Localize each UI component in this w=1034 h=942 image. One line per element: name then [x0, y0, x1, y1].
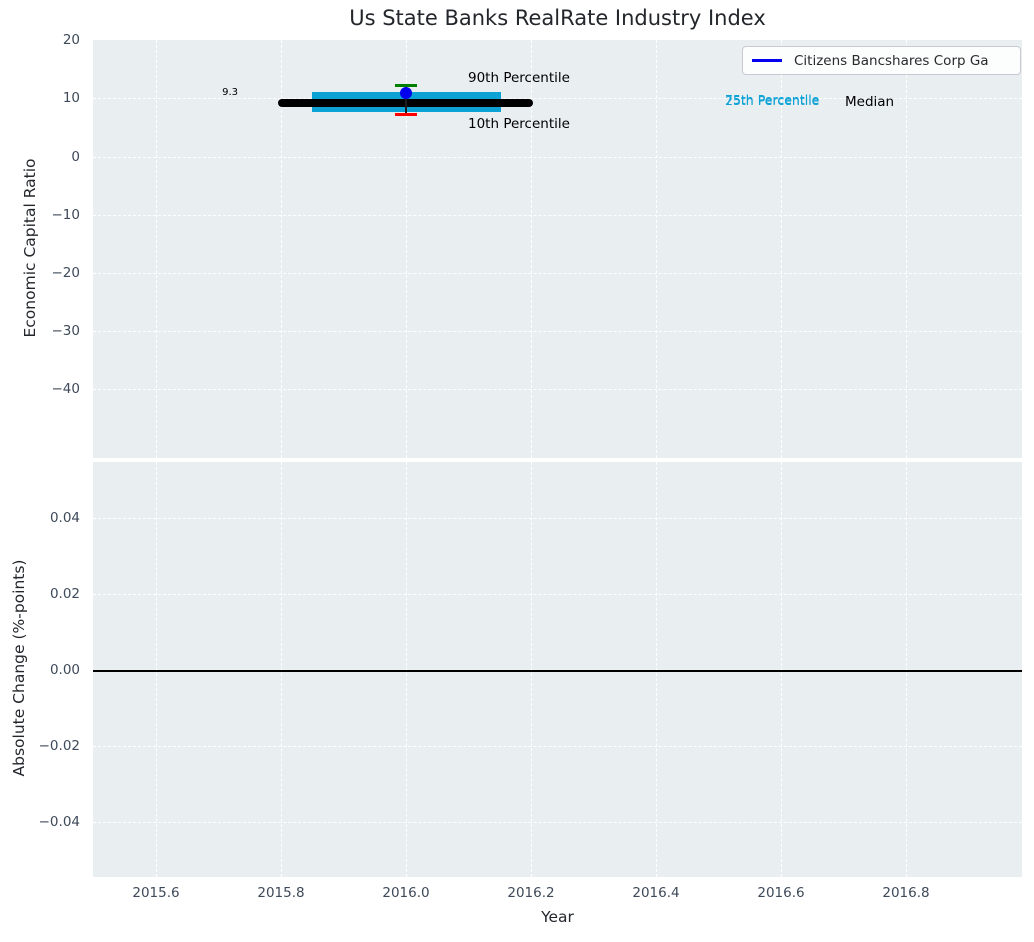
x-tick-label: 2016.4	[632, 885, 680, 901]
x-tick-label: 2016.8	[882, 885, 930, 901]
p90-tick-marker	[395, 84, 417, 87]
y-tick-label: 0.00	[49, 662, 80, 678]
gridline-horizontal	[93, 518, 1022, 519]
gridline-horizontal	[93, 594, 1022, 595]
p25-annotation: 25th Percentile	[725, 93, 820, 108]
gridline-vertical	[281, 40, 282, 458]
y-tick-label: −10	[51, 207, 81, 223]
gridline-vertical	[656, 462, 657, 877]
p75-annotation: 75th Percentile	[725, 92, 820, 107]
y-tick-label: −0.02	[38, 738, 80, 754]
percentile-whisker-line	[405, 86, 407, 113]
legend-line-swatch	[752, 59, 782, 62]
company-data-point	[400, 87, 412, 99]
chart-title: Us State Banks RealRate Industry Index	[349, 6, 766, 30]
top-subplot: 9.3 90th Percentile 10th Percentile 75th…	[93, 40, 1022, 458]
gridline-horizontal	[93, 98, 1022, 99]
y-tick-label: 10	[62, 90, 80, 106]
p10-tick-marker	[395, 113, 417, 116]
y-tick-label: 0.02	[49, 586, 80, 602]
gridline-vertical	[656, 40, 657, 458]
bottom-subplot	[93, 462, 1022, 877]
y-tick-label: 20	[62, 32, 80, 48]
y-tick-label: −30	[51, 323, 81, 339]
x-tick-label: 2015.8	[257, 885, 305, 901]
x-tick-label: 2016.2	[507, 885, 555, 901]
gridline-vertical	[906, 40, 907, 458]
legend: Citizens Bancshares Corp Ga	[742, 46, 1021, 75]
gridline-vertical	[156, 462, 157, 877]
gridline-vertical	[156, 40, 157, 458]
gridline-vertical	[406, 462, 407, 877]
gridline-horizontal	[93, 389, 1022, 390]
x-tick-label: 2015.6	[132, 885, 180, 901]
median-annotation: Median	[845, 94, 895, 110]
y-tick-label: −0.04	[38, 814, 80, 830]
gridline-horizontal	[93, 273, 1022, 274]
gridline-horizontal	[93, 822, 1022, 823]
median-value-label: 9.3	[222, 87, 238, 98]
x-tick-label: 2016.6	[757, 885, 805, 901]
x-tick-label: 2016.0	[382, 885, 430, 901]
y-tick-label: −40	[51, 381, 81, 397]
p90-annotation: 90th Percentile	[468, 70, 570, 86]
gridline-vertical	[406, 40, 407, 458]
gridline-horizontal	[93, 157, 1022, 158]
gridline-vertical	[906, 462, 907, 877]
y-tick-label: 0.04	[49, 510, 80, 526]
gridline-vertical	[781, 462, 782, 877]
legend-label: Citizens Bancshares Corp Ga	[794, 52, 989, 69]
y-tick-label: −20	[51, 265, 81, 281]
p10-annotation: 10th Percentile	[468, 116, 570, 132]
gridline-vertical	[281, 462, 282, 877]
gridline-vertical	[531, 462, 532, 877]
gridline-vertical	[781, 40, 782, 458]
gridline-horizontal	[93, 215, 1022, 216]
gridline-horizontal	[93, 746, 1022, 747]
gridline-horizontal	[93, 331, 1022, 332]
x-axis-label: Year	[541, 908, 574, 926]
gridline-vertical	[531, 40, 532, 458]
y-tick-label: 0	[71, 149, 80, 165]
zero-baseline	[93, 670, 1022, 672]
